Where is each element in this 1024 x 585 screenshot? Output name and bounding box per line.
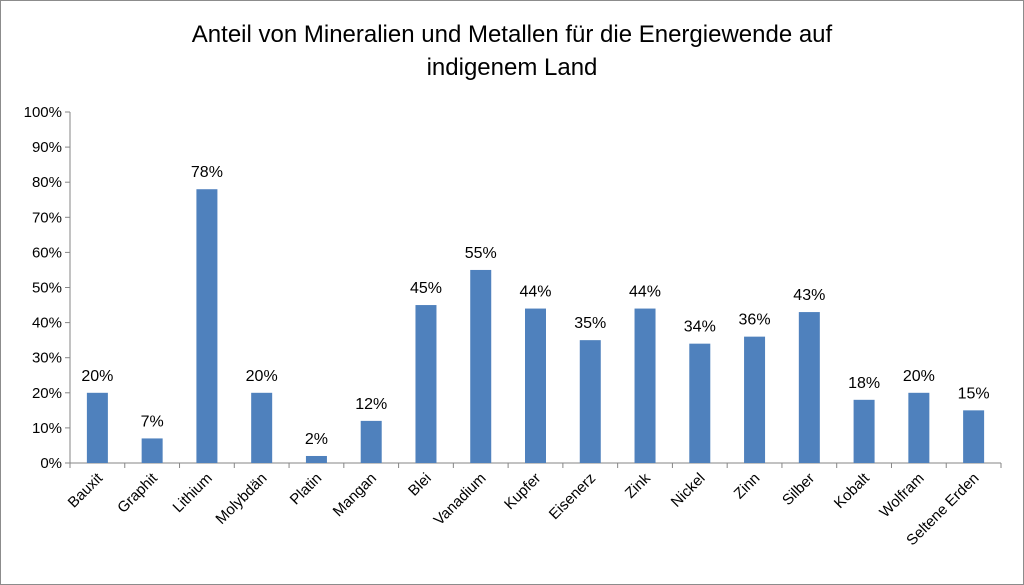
data-label: 12% [355,396,387,413]
x-category-label: Bauxit [65,469,107,511]
bar [689,343,711,463]
y-tick-label: 70% [32,209,62,226]
bar [415,305,437,463]
bar [908,392,930,463]
x-category-label: Nickel [668,470,709,511]
data-label: 44% [629,284,661,301]
x-category-label: Blei [405,470,435,500]
y-tick-label: 20% [32,385,62,402]
data-label: 55% [465,245,497,262]
data-label: 36% [739,312,771,329]
bar [744,336,766,463]
x-category-label: Eisenerz [546,470,599,523]
bar [470,269,492,463]
data-label: 34% [684,319,716,336]
bar [798,312,820,463]
x-category-label: Kupfer [501,470,544,513]
x-category-label: Zinn [731,470,764,503]
y-tick-label: 50% [32,280,62,297]
x-category-label: Vanadium [431,470,490,529]
x-category-label: Platin [287,470,326,509]
x-category-label: Kobalt [831,469,874,512]
x-category-label: Lithium [170,470,216,516]
data-label: 15% [958,385,990,402]
y-tick-label: 100% [24,104,62,121]
data-label: 20% [246,368,278,385]
y-tick-label: 80% [32,174,62,191]
x-category-label: Zink [622,469,654,501]
chart-title-line-1: Anteil von Mineralien und Metallen für d… [191,21,833,48]
bar [251,392,273,463]
data-label: 2% [305,431,328,448]
y-tick-label: 10% [32,420,62,437]
y-tick-label: 0% [40,455,62,472]
x-category-label: Molybdän [212,470,270,528]
x-category-label: Graphit [114,469,161,516]
x-category-label: Wolfram [876,470,927,521]
chart-title-line-2: indigenem Land [426,54,598,81]
bar [579,340,601,463]
bar [360,420,382,463]
x-category-label: Silber [779,470,818,509]
data-label: 44% [519,284,551,301]
y-tick-label: 60% [32,244,62,261]
bar [305,455,327,463]
x-category-label: Mangan [330,470,380,520]
chart-title: Anteil von Mineralien und Metallen für d… [0,18,1024,84]
bar [853,399,875,463]
y-tick-label: 40% [32,315,62,332]
bar [525,308,546,463]
data-label: 35% [574,315,606,332]
data-label: 20% [81,368,113,385]
bar [196,189,218,463]
y-tick-label: 30% [32,350,62,367]
data-label: 43% [793,287,825,304]
bar [141,438,163,463]
data-label: 7% [141,413,164,430]
data-label: 20% [903,368,935,385]
data-label: 18% [848,375,880,392]
bar [86,392,108,463]
data-label: 78% [191,164,223,181]
data-label: 45% [410,280,442,297]
bar [634,308,656,463]
bar [963,410,985,463]
y-tick-label: 90% [32,139,62,156]
